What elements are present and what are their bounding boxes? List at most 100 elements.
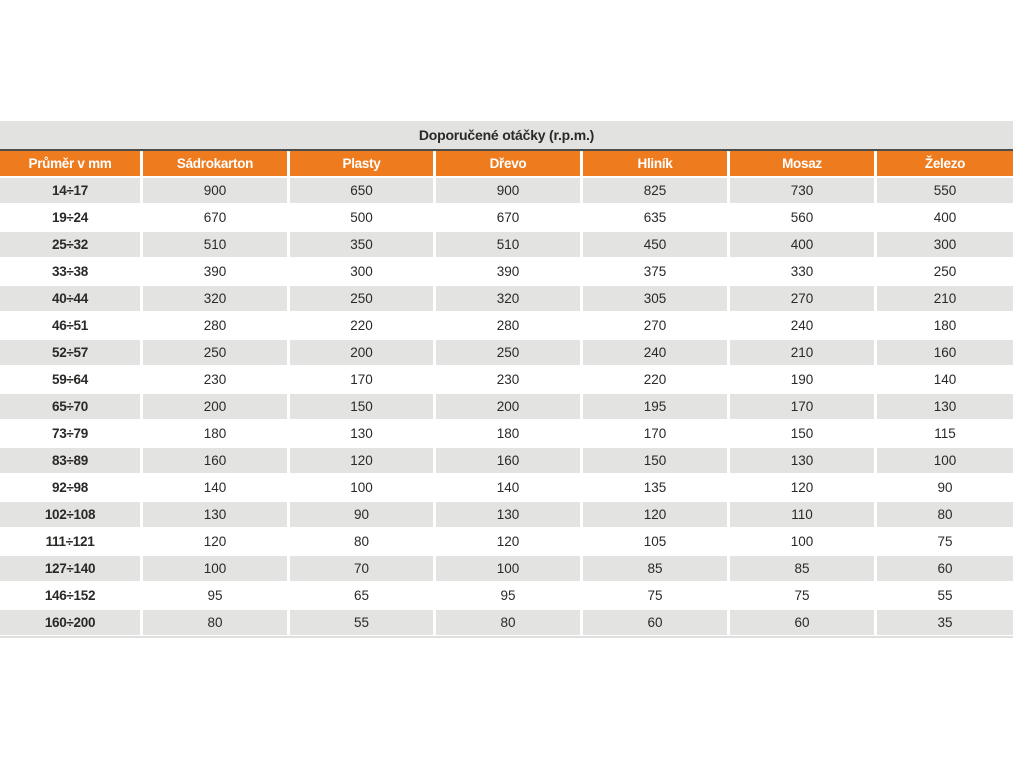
table-row: 14÷17 900 650 900 825 730 550	[0, 178, 1013, 203]
value-cell: 100	[874, 448, 1013, 473]
value-cell: 120	[287, 448, 433, 473]
row-label-cell: 25÷32	[0, 232, 140, 257]
row-label-cell: 146÷152	[0, 583, 140, 608]
value-cell: 95	[433, 583, 580, 608]
value-cell: 305	[580, 286, 727, 311]
value-cell: 170	[287, 367, 433, 392]
value-cell: 80	[433, 610, 580, 635]
value-cell: 95	[140, 583, 287, 608]
row-label-cell: 127÷140	[0, 556, 140, 581]
value-cell: 135	[580, 475, 727, 500]
row-label-cell: 102÷108	[0, 502, 140, 527]
value-cell: 75	[580, 583, 727, 608]
value-cell: 140	[874, 367, 1013, 392]
table-row: 19÷24 670 500 670 635 560 400	[0, 205, 1013, 230]
value-cell: 330	[727, 259, 874, 284]
row-label-cell: 160÷200	[0, 610, 140, 635]
value-cell: 130	[140, 502, 287, 527]
value-cell: 510	[140, 232, 287, 257]
row-label-cell: 111÷121	[0, 529, 140, 554]
value-cell: 170	[727, 394, 874, 419]
value-cell: 400	[874, 205, 1013, 230]
value-cell: 80	[140, 610, 287, 635]
value-cell: 230	[433, 367, 580, 392]
value-cell: 650	[287, 178, 433, 203]
row-label-cell: 65÷70	[0, 394, 140, 419]
value-cell: 670	[433, 205, 580, 230]
table-row: 33÷38 390 300 390 375 330 250	[0, 259, 1013, 284]
table-row: 111÷121 120 80 120 105 100 75	[0, 529, 1013, 554]
value-cell: 190	[727, 367, 874, 392]
recommended-rpm-table: Doporučené otáčky (r.p.m.) Průměr v mm Sá…	[0, 121, 1013, 638]
value-cell: 240	[727, 313, 874, 338]
table-body: 14÷17 900 650 900 825 730 550 19÷24 670 500 670 635…	[0, 178, 1013, 635]
table-row: 92÷98 140 100 140 135 120 90	[0, 475, 1013, 500]
table-row: 102÷108 130 90 130 120 110 80	[0, 502, 1013, 527]
value-cell: 115	[874, 421, 1013, 446]
row-label-cell: 19÷24	[0, 205, 140, 230]
value-cell: 350	[287, 232, 433, 257]
value-cell: 210	[874, 286, 1013, 311]
value-cell: 75	[874, 529, 1013, 554]
value-cell: 105	[580, 529, 727, 554]
value-cell: 280	[140, 313, 287, 338]
value-cell: 825	[580, 178, 727, 203]
value-cell: 140	[433, 475, 580, 500]
table-row: 40÷44 320 250 320 305 270 210	[0, 286, 1013, 311]
value-cell: 60	[727, 610, 874, 635]
value-cell: 140	[140, 475, 287, 500]
table-row: 25÷32 510 350 510 450 400 300	[0, 232, 1013, 257]
value-cell: 300	[287, 259, 433, 284]
row-label-cell: 33÷38	[0, 259, 140, 284]
value-cell: 85	[580, 556, 727, 581]
value-cell: 280	[433, 313, 580, 338]
value-cell: 130	[727, 448, 874, 473]
column-header-7: Železo	[874, 151, 1013, 176]
value-cell: 450	[580, 232, 727, 257]
value-cell: 250	[140, 340, 287, 365]
value-cell: 70	[287, 556, 433, 581]
value-cell: 180	[874, 313, 1013, 338]
value-cell: 120	[580, 502, 727, 527]
table-title: Doporučené otáčky (r.p.m.)	[0, 121, 1013, 149]
column-header-2: Sádrokarton	[140, 151, 287, 176]
column-header-6: Mosaz	[727, 151, 874, 176]
value-cell: 120	[727, 475, 874, 500]
value-cell: 560	[727, 205, 874, 230]
value-cell: 195	[580, 394, 727, 419]
column-header-3: Plasty	[287, 151, 433, 176]
value-cell: 510	[433, 232, 580, 257]
table-row: 160÷200 80 55 80 60 60 35	[0, 610, 1013, 635]
value-cell: 200	[140, 394, 287, 419]
value-cell: 150	[287, 394, 433, 419]
row-label-cell: 52÷57	[0, 340, 140, 365]
table-bottom-shadow	[0, 636, 1013, 638]
value-cell: 35	[874, 610, 1013, 635]
value-cell: 130	[874, 394, 1013, 419]
value-cell: 300	[874, 232, 1013, 257]
value-cell: 320	[140, 286, 287, 311]
column-header-1: Průměr v mm	[0, 151, 140, 176]
value-cell: 390	[433, 259, 580, 284]
value-cell: 220	[287, 313, 433, 338]
value-cell: 180	[433, 421, 580, 446]
value-cell: 75	[727, 583, 874, 608]
value-cell: 85	[727, 556, 874, 581]
row-label-cell: 83÷89	[0, 448, 140, 473]
value-cell: 80	[874, 502, 1013, 527]
value-cell: 270	[580, 313, 727, 338]
value-cell: 400	[727, 232, 874, 257]
value-cell: 250	[433, 340, 580, 365]
table-header-row: Průměr v mm Sádrokarton Plasty Dřevo Hliník M…	[0, 149, 1013, 176]
table-row: 46÷51 280 220 280 270 240 180	[0, 313, 1013, 338]
value-cell: 390	[140, 259, 287, 284]
value-cell: 320	[433, 286, 580, 311]
value-cell: 500	[287, 205, 433, 230]
value-cell: 240	[580, 340, 727, 365]
value-cell: 730	[727, 178, 874, 203]
value-cell: 900	[140, 178, 287, 203]
value-cell: 250	[287, 286, 433, 311]
value-cell: 900	[433, 178, 580, 203]
table-row: 73÷79 180 130 180 170 150 115	[0, 421, 1013, 446]
value-cell: 220	[580, 367, 727, 392]
